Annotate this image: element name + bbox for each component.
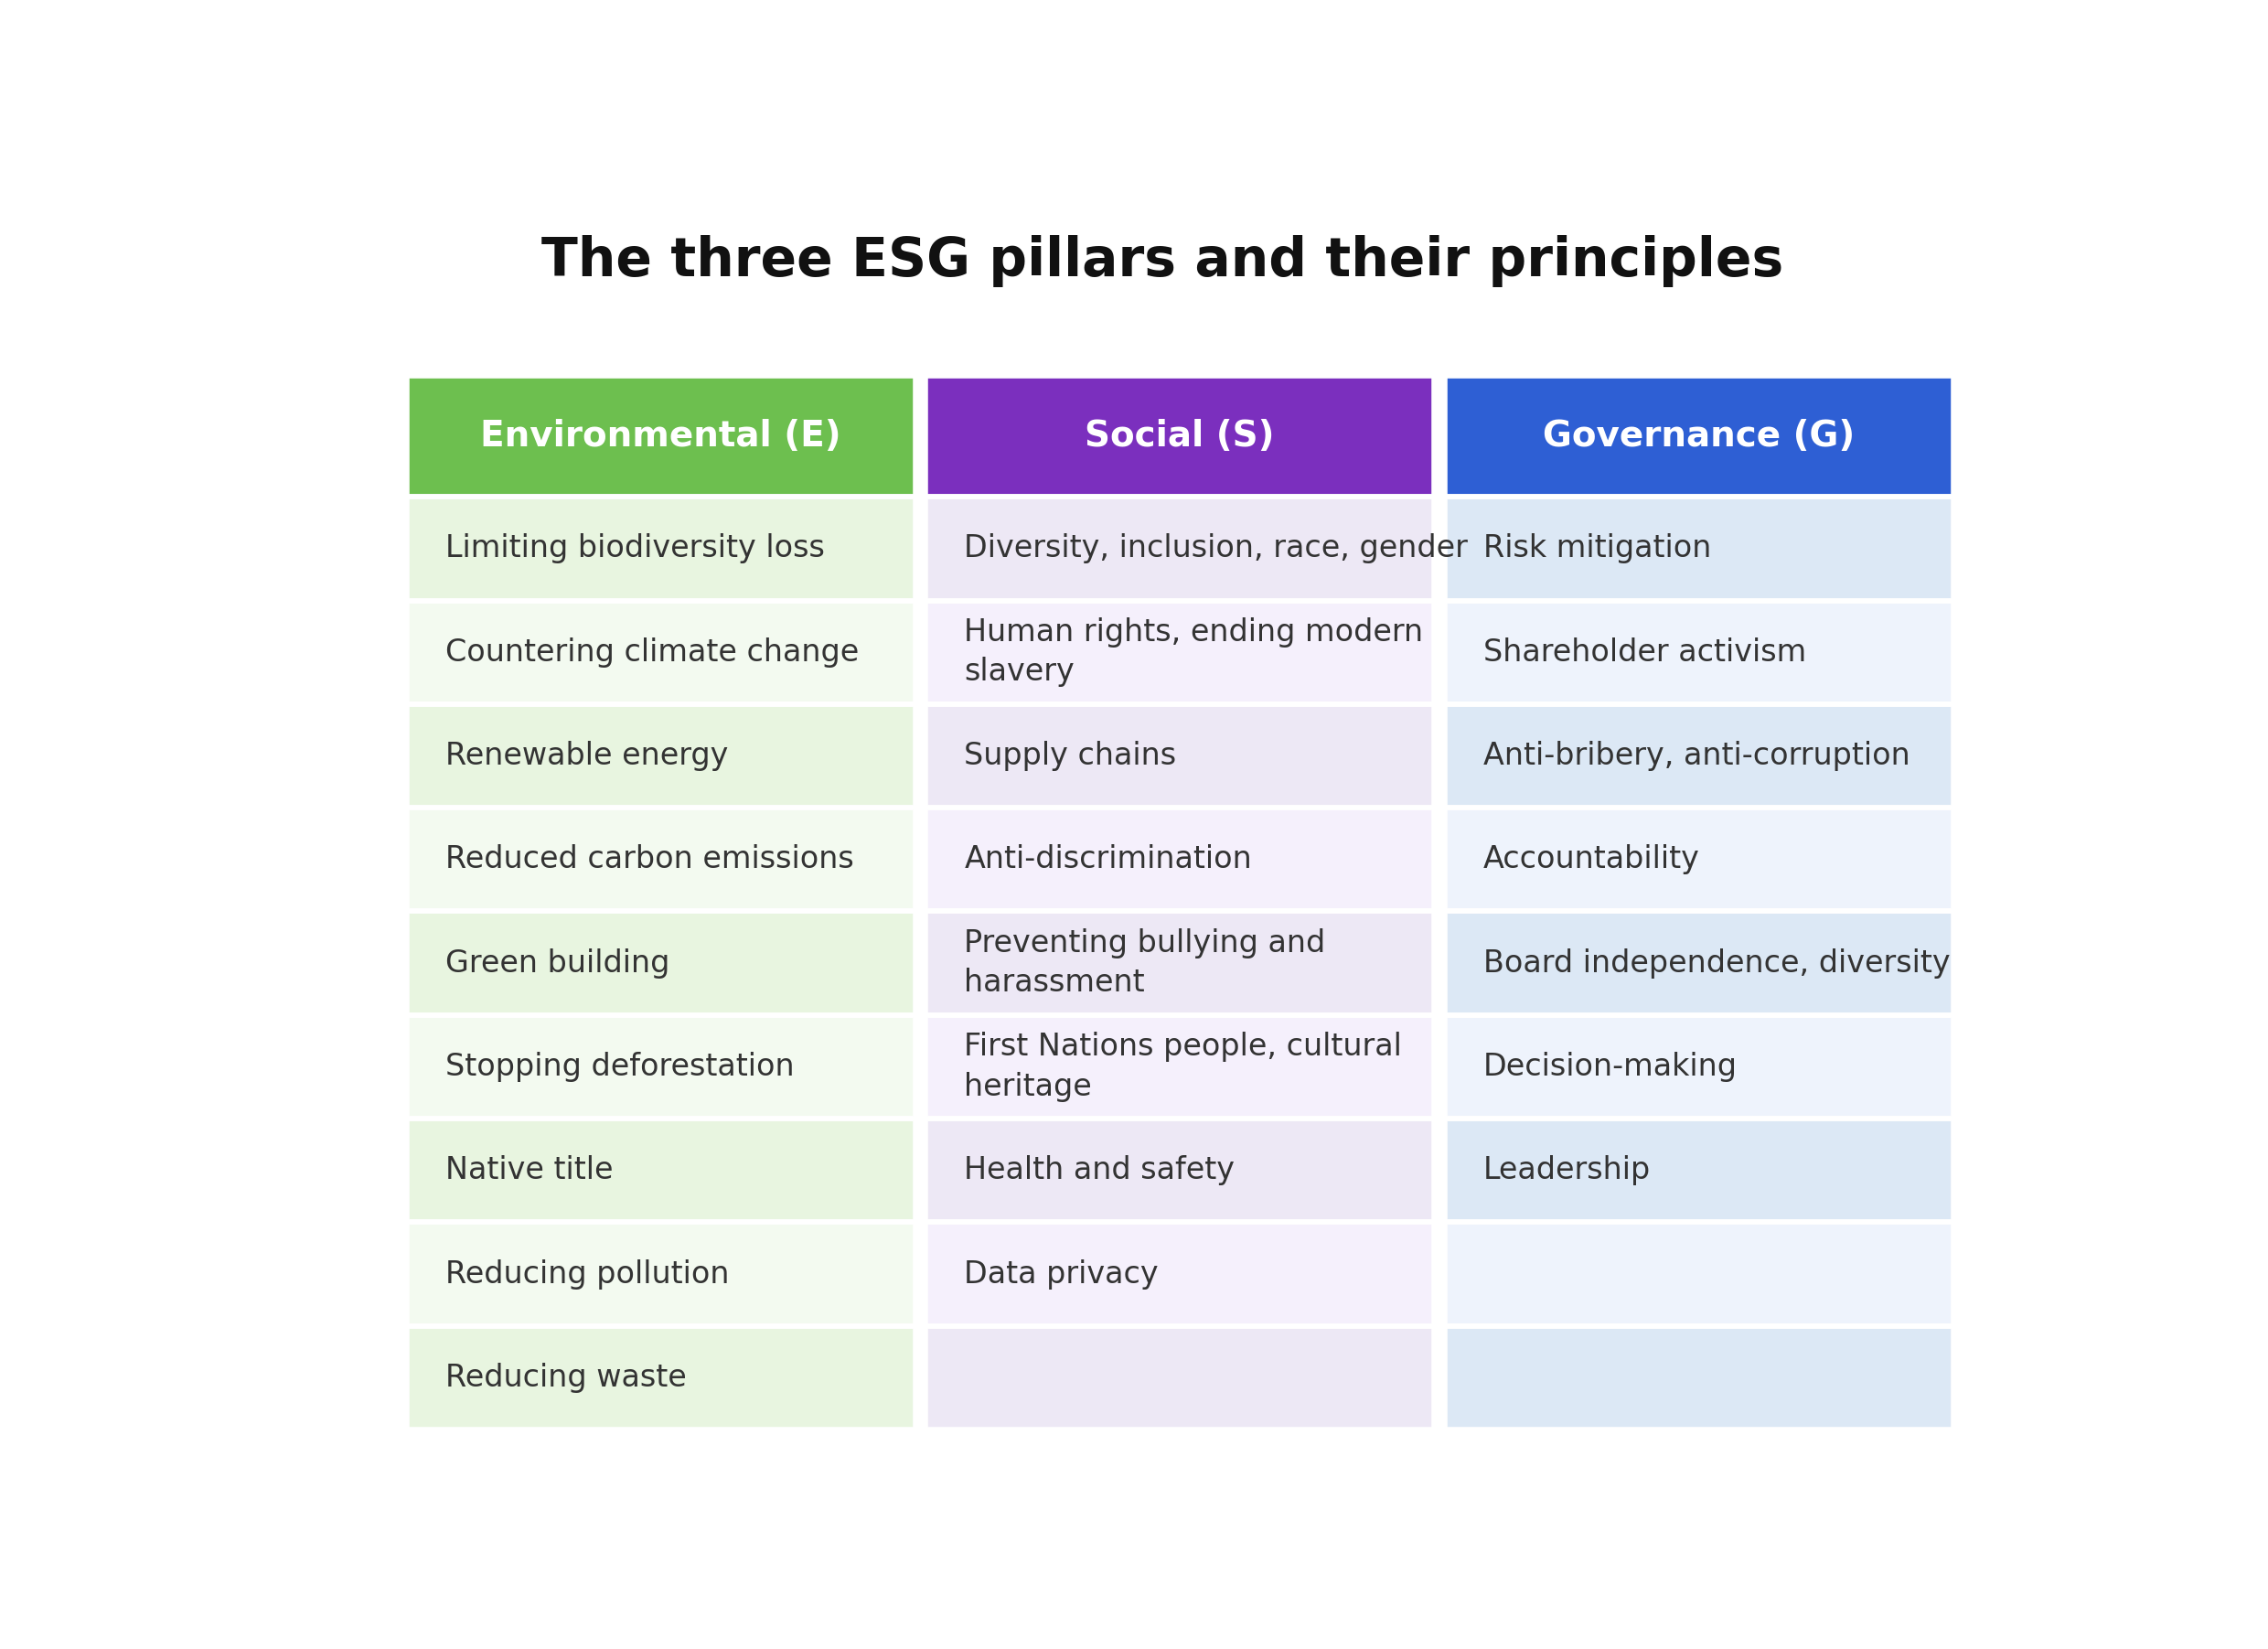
Text: Health and safety: Health and safety [964,1156,1236,1186]
FancyBboxPatch shape [406,600,914,704]
Text: Supply chains: Supply chains [964,740,1177,772]
FancyBboxPatch shape [1445,496,1953,600]
FancyBboxPatch shape [925,376,1433,496]
FancyBboxPatch shape [1445,1326,1953,1430]
FancyBboxPatch shape [925,1222,1433,1326]
FancyBboxPatch shape [1445,600,1953,704]
FancyBboxPatch shape [1445,376,1953,496]
Text: Reduced carbon emissions: Reduced carbon emissions [445,844,853,874]
FancyBboxPatch shape [406,912,914,1016]
Text: Decision-making: Decision-making [1483,1052,1737,1082]
Text: Shareholder activism: Shareholder activism [1483,637,1808,668]
Text: Anti-bribery, anti-corruption: Anti-bribery, anti-corruption [1483,740,1910,772]
Text: Preventing bullying and
harassment: Preventing bullying and harassment [964,928,1327,998]
FancyBboxPatch shape [406,1016,914,1118]
FancyBboxPatch shape [925,1118,1433,1222]
FancyBboxPatch shape [925,704,1433,808]
FancyBboxPatch shape [406,1222,914,1326]
Text: Limiting biodiversity loss: Limiting biodiversity loss [445,534,826,564]
FancyBboxPatch shape [925,496,1433,600]
Text: Accountability: Accountability [1483,844,1701,874]
FancyBboxPatch shape [1445,1118,1953,1222]
Text: Native title: Native title [445,1156,612,1186]
Text: Social (S): Social (S) [1084,419,1275,453]
Text: Reducing waste: Reducing waste [445,1362,687,1393]
Text: Anti-discrimination: Anti-discrimination [964,844,1252,874]
FancyBboxPatch shape [406,1326,914,1430]
Text: The three ESG pillars and their principles: The three ESG pillars and their principl… [542,236,1783,287]
Text: Board independence, diversity: Board independence, diversity [1483,948,1950,978]
Text: Environmental (E): Environmental (E) [481,419,841,453]
FancyBboxPatch shape [406,808,914,912]
FancyBboxPatch shape [1445,704,1953,808]
FancyBboxPatch shape [925,1016,1433,1118]
Text: Diversity, inclusion, race, gender: Diversity, inclusion, race, gender [964,534,1467,564]
Text: Governance (G): Governance (G) [1542,419,1855,453]
Text: Risk mitigation: Risk mitigation [1483,534,1712,564]
Text: Renewable energy: Renewable energy [445,740,728,772]
FancyBboxPatch shape [1445,1222,1953,1326]
Text: Countering climate change: Countering climate change [445,637,860,668]
FancyBboxPatch shape [925,600,1433,704]
Text: Leadership: Leadership [1483,1156,1651,1186]
FancyBboxPatch shape [406,376,914,496]
Text: Stopping deforestation: Stopping deforestation [445,1052,794,1082]
FancyBboxPatch shape [1445,1016,1953,1118]
FancyBboxPatch shape [925,912,1433,1016]
FancyBboxPatch shape [406,1118,914,1222]
FancyBboxPatch shape [1445,808,1953,912]
FancyBboxPatch shape [925,1326,1433,1430]
Text: Green building: Green building [445,948,669,978]
FancyBboxPatch shape [406,704,914,808]
Text: Human rights, ending modern
slavery: Human rights, ending modern slavery [964,617,1424,688]
FancyBboxPatch shape [1445,912,1953,1016]
FancyBboxPatch shape [406,496,914,600]
Text: Reducing pollution: Reducing pollution [445,1258,730,1290]
FancyBboxPatch shape [925,808,1433,912]
Text: First Nations people, cultural
heritage: First Nations people, cultural heritage [964,1032,1402,1102]
Text: Data privacy: Data privacy [964,1258,1159,1290]
